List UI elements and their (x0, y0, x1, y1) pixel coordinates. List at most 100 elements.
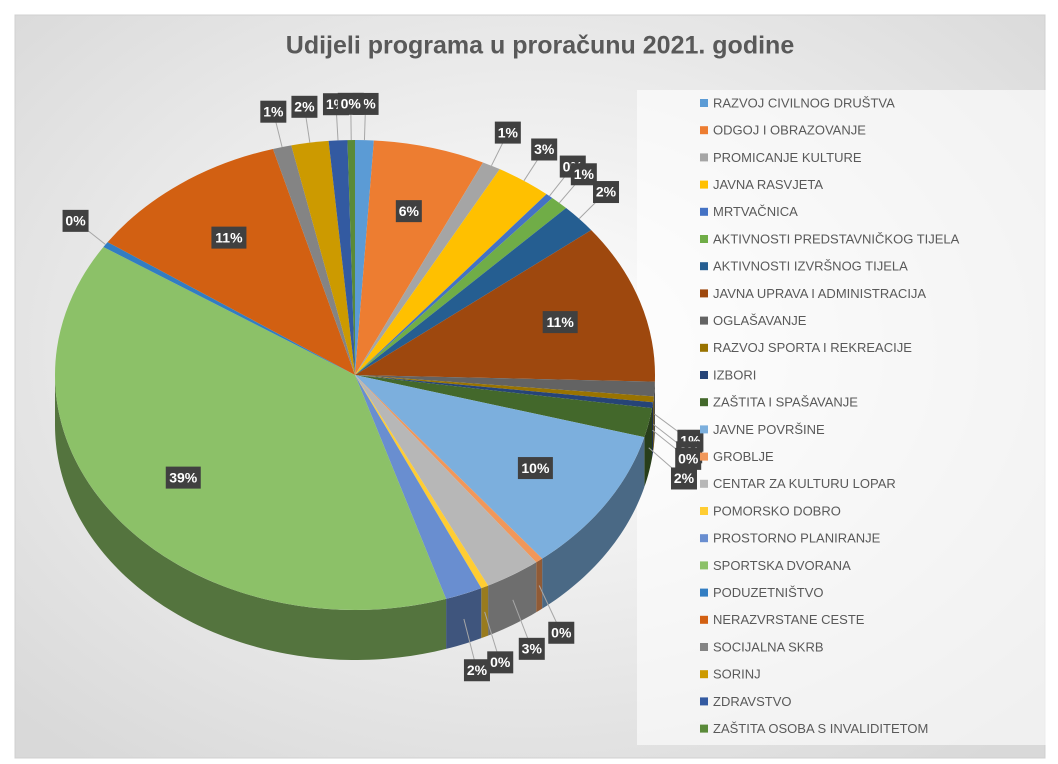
slice (355, 375, 653, 409)
legend-swatch (700, 343, 708, 352)
chart-title: Udijeli programa u proračunu 2021. godin… (286, 32, 795, 60)
legend-label: CENTAR ZA KULTURU LOPAR (713, 476, 896, 491)
legend-label: AKTIVNOSTI PREDSTAVNIČKOG TIJELA (713, 231, 960, 246)
slice-side (651, 402, 653, 459)
data-label-box (463, 659, 490, 682)
data-label: 1% (498, 124, 519, 140)
legend-label: AKTIVNOSTI IZVRŠNOG TIJELA (713, 259, 908, 274)
legend-label: JAVNE POVRŠINE (713, 422, 825, 437)
data-label-box (165, 466, 201, 489)
data-label-box (494, 121, 521, 144)
slice (355, 169, 547, 375)
data-label: 3% (522, 641, 543, 657)
legend-swatch (700, 425, 708, 434)
legend-swatch (700, 180, 708, 189)
data-label-box (260, 100, 287, 123)
slice (347, 140, 355, 375)
data-label-box (542, 311, 578, 334)
data-label: 0% (341, 96, 362, 112)
slice (272, 145, 355, 375)
slice-side (536, 558, 543, 613)
data-label: 2% (674, 470, 695, 486)
data-label: 2% (467, 662, 488, 678)
data-label: 2% (596, 184, 617, 200)
slice-side (446, 588, 482, 649)
slice (107, 148, 355, 375)
data-label: 10% (521, 460, 550, 476)
data-label: 3% (534, 141, 555, 157)
slice (355, 230, 655, 382)
legend-swatch (700, 561, 708, 570)
slice (355, 208, 592, 375)
legend-swatch (700, 452, 708, 461)
slice (355, 140, 374, 375)
data-label-box (211, 226, 247, 249)
legend-label: PODUZETNIŠTVO (713, 585, 824, 600)
legend-label: MRTVAČNICA (713, 204, 798, 219)
data-label-box (593, 181, 620, 204)
data-label-box (570, 163, 597, 186)
slice (355, 375, 655, 397)
data-label: 0% (678, 451, 699, 467)
slice-side (542, 437, 645, 609)
legend-label: ZAŠTITA I SPAŠAVANJE (713, 395, 858, 410)
data-label: 0% (490, 654, 511, 670)
legend-swatch (700, 235, 708, 243)
legend-label: ODGOJ I OBRAZOVANJE (713, 123, 866, 138)
legend-swatch (700, 724, 708, 733)
slice (355, 375, 645, 559)
legend-swatch (700, 99, 708, 107)
data-label: 11% (547, 314, 575, 330)
legend-swatch (700, 615, 708, 624)
data-label-box (337, 92, 364, 115)
slice (355, 162, 500, 375)
slice (355, 140, 483, 375)
data-label-box (675, 447, 702, 470)
legend-swatch (700, 153, 708, 162)
legend-swatch (700, 371, 708, 379)
legend-label: SPORTSKA DVORANA (713, 558, 851, 573)
legend-label: IZBORI (713, 367, 756, 382)
legend-swatch (700, 289, 708, 298)
data-label-box (291, 95, 318, 118)
slice (355, 194, 553, 375)
legend-swatch (700, 316, 708, 325)
legend-label: POMORSKO DOBRO (713, 503, 841, 518)
slice-side (653, 381, 655, 447)
legend-swatch (700, 697, 708, 706)
legend-swatch (700, 588, 708, 597)
legend-label: RAZVOJ SPORTA I REKREACIJE (713, 340, 912, 355)
legend-label: ZAŠTITA OSOBA S INVALIDITETOM (713, 721, 928, 736)
legend-swatch (700, 126, 708, 135)
slice (355, 197, 567, 375)
slice (355, 375, 654, 403)
legend-label: JAVNA RASVJETA (713, 177, 823, 192)
data-label: 0% (65, 213, 86, 229)
legend-swatch (700, 670, 708, 679)
legend-label: ZDRAVSTVO (713, 694, 792, 709)
data-label: 39% (169, 469, 198, 485)
slice (355, 375, 482, 599)
legend-label: OGLAŠAVANJE (713, 313, 807, 328)
slice-side (488, 562, 537, 636)
legend-label: SORINJ (713, 667, 761, 682)
data-label: 6% (399, 203, 420, 219)
slice (328, 140, 355, 375)
data-label: 2% (294, 99, 315, 115)
legend-label: PROMICANJE KULTURE (713, 150, 862, 165)
legend-label: JAVNA UPRAVA I ADMINISTRACIJA (713, 286, 926, 301)
legend-swatch (700, 507, 708, 515)
legend-label: NERAZVRSTANE CESTE (713, 612, 865, 627)
legend-swatch (700, 207, 708, 216)
data-label: 1% (263, 103, 284, 119)
legend-swatch (700, 262, 708, 271)
slice (291, 140, 355, 375)
slice (355, 375, 537, 586)
data-label: 11% (215, 229, 243, 245)
data-label-box (62, 209, 89, 232)
slice (355, 375, 652, 438)
slice-side (644, 408, 652, 488)
legend-swatch (700, 534, 708, 543)
data-label-box (395, 200, 422, 223)
